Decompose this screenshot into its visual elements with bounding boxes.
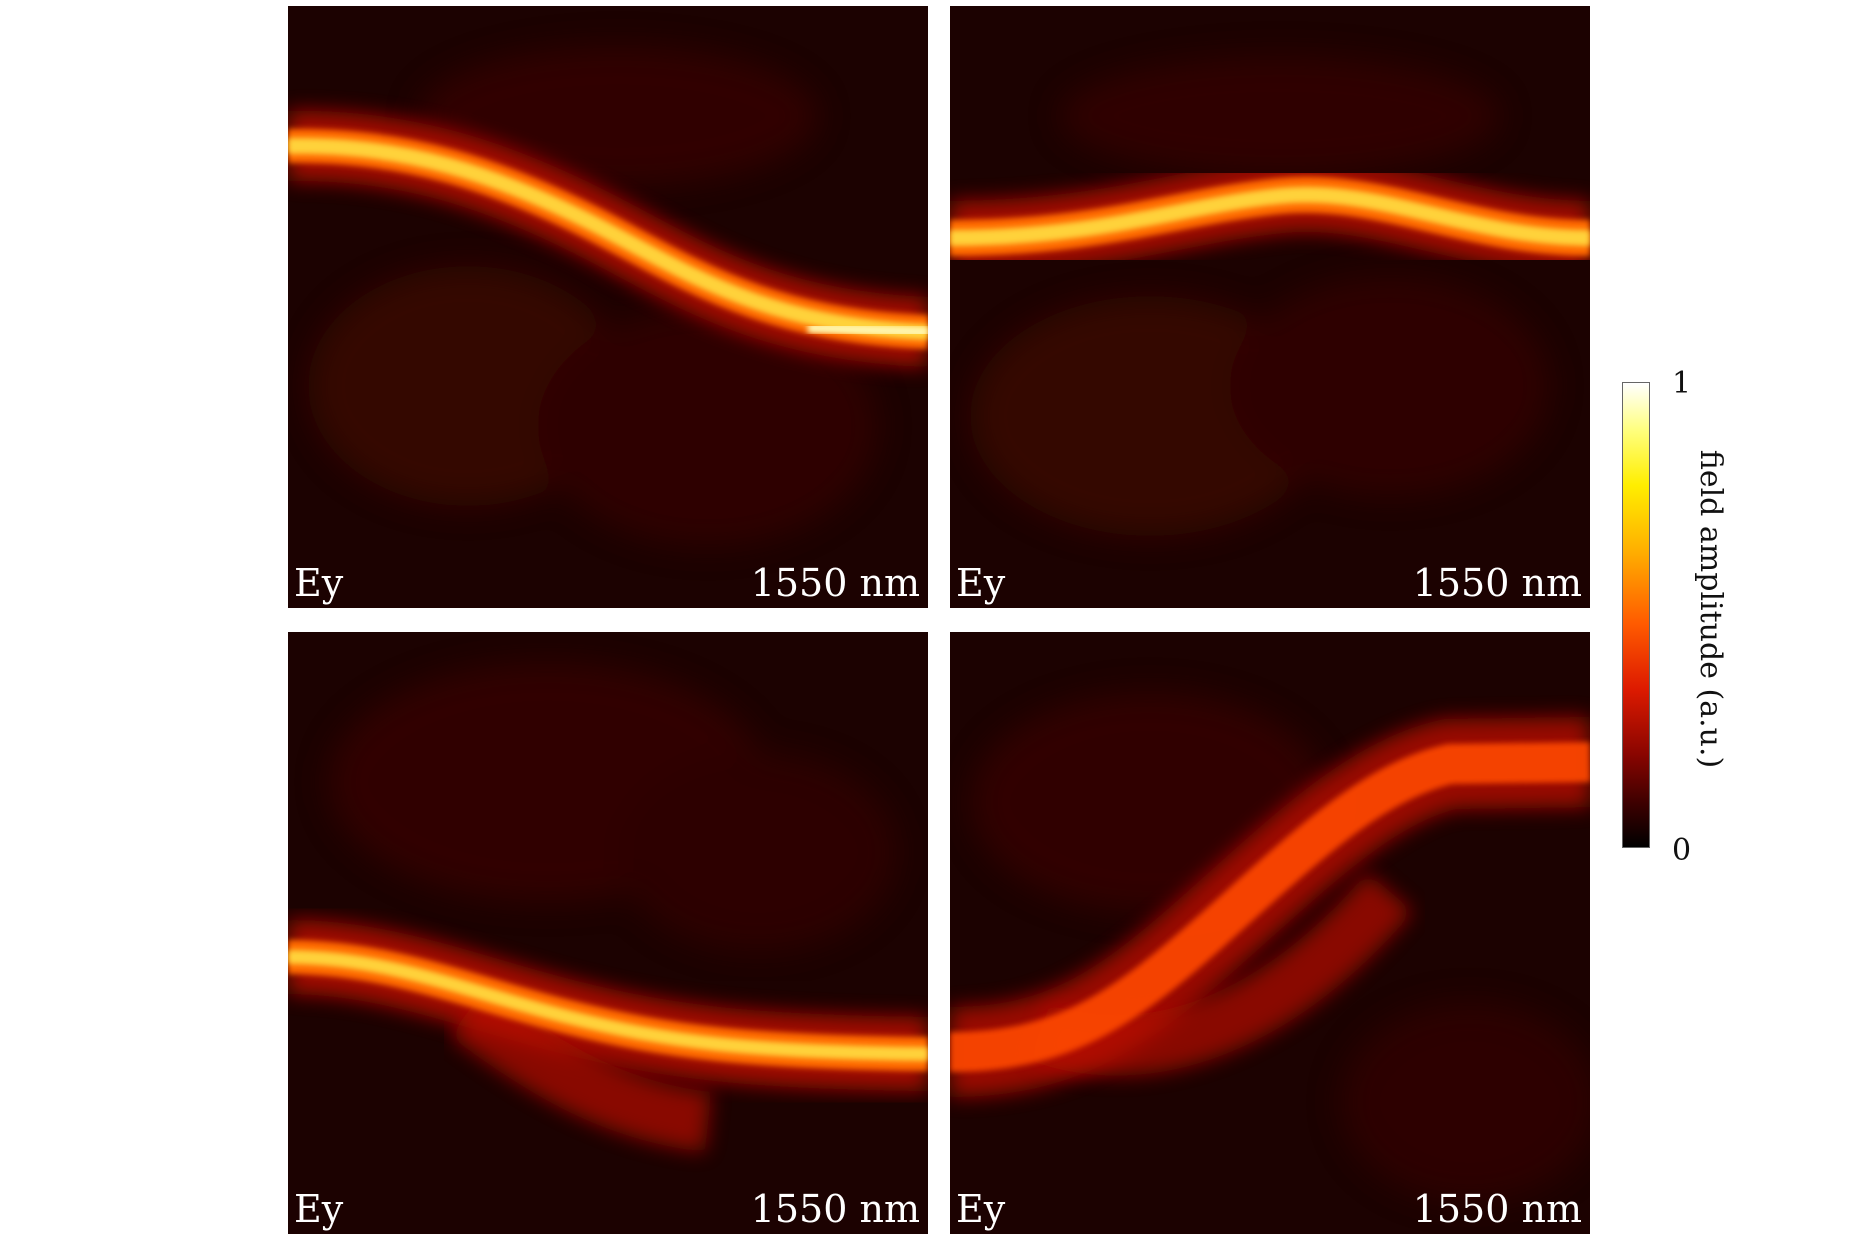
field-component-label: Ey <box>956 1187 1006 1231</box>
field-panel-4: Ey 1550 nm <box>950 632 1590 1234</box>
field-component-label: Ey <box>294 1187 344 1231</box>
field-map-4 <box>950 632 1590 1234</box>
field-panel-1: Ey 1550 nm <box>288 6 928 608</box>
field-panel-2: Ey 1550 nm <box>950 6 1590 608</box>
field-panel-3: Ey 1550 nm <box>288 632 928 1234</box>
colorbar <box>1622 382 1650 848</box>
field-map-2 <box>950 6 1590 608</box>
field-component-label: Ey <box>294 561 344 605</box>
wavelength-label: 1550 nm <box>750 1187 920 1231</box>
field-component-label: Ey <box>956 561 1006 605</box>
field-map-3 <box>288 632 928 1234</box>
field-map-1 <box>288 6 928 608</box>
colorbar-min-label: 0 <box>1672 833 1692 868</box>
colorbar-title: field amplitude (a.u.) <box>1693 449 1728 769</box>
wavelength-label: 1550 nm <box>1412 1187 1582 1231</box>
wavelength-label: 1550 nm <box>750 561 920 605</box>
wavelength-label: 1550 nm <box>1412 561 1582 605</box>
colorbar-max-label: 1 <box>1672 366 1692 401</box>
